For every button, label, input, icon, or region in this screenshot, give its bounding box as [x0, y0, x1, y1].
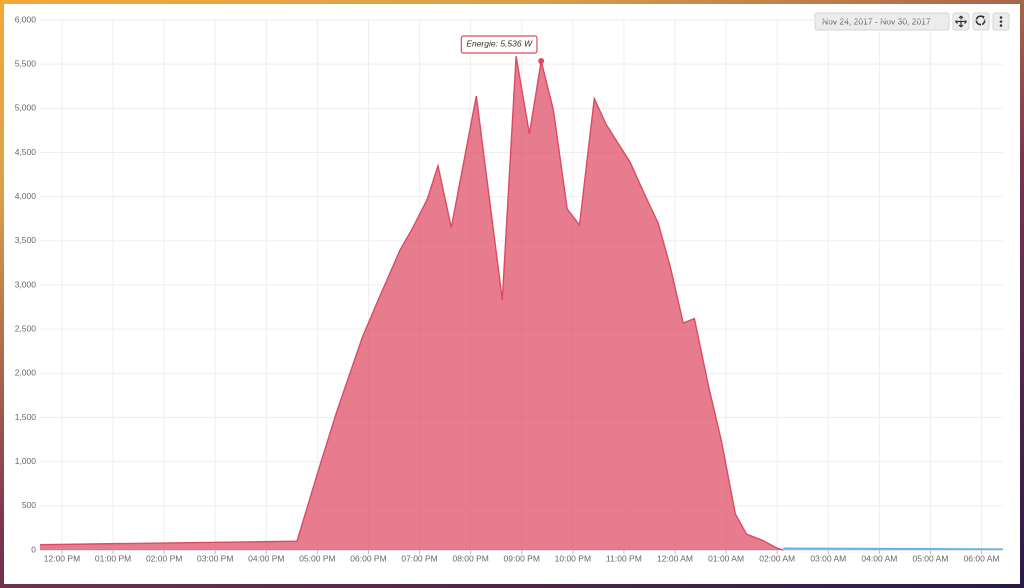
- x-tick-label: 01:00 AM: [708, 553, 744, 563]
- y-tick-label: 4,000: [15, 191, 37, 201]
- y-tick-label: 5,500: [15, 58, 37, 68]
- y-tick-label: 1,500: [15, 412, 37, 422]
- tooltip: Energie: 5,536 W: [460, 35, 538, 54]
- y-tick-label: 4,500: [15, 147, 37, 157]
- x-tick-label: 09:00 PM: [504, 553, 540, 563]
- y-tick-label: 500: [22, 500, 36, 510]
- x-tick-label: 02:00 AM: [759, 553, 795, 563]
- y-tick-label: 2,000: [15, 368, 37, 378]
- menu-dot: [999, 20, 1003, 23]
- x-tick-label: 03:00 AM: [810, 553, 846, 563]
- x-tick-label: 05:00 PM: [299, 553, 335, 563]
- x-tick-label: 12:00 PM: [44, 553, 80, 563]
- area: [40, 56, 784, 550]
- y-tick-label: 5,000: [15, 103, 37, 113]
- y-tick-label: 3,500: [15, 235, 37, 245]
- y-tick-label: 2,500: [15, 323, 37, 333]
- refresh-icon: [975, 15, 986, 26]
- menu-dot: [999, 16, 1003, 19]
- highlight-point: [538, 57, 545, 64]
- y-tick-label: 0: [31, 544, 36, 554]
- line: [39, 56, 784, 551]
- date-range-box[interactable]: [814, 12, 950, 31]
- date-range: Nov 24, 2017 - Nov 30, 2017: [822, 16, 931, 26]
- x-tick-label: 08:00 PM: [452, 553, 488, 563]
- x-tick-label: 12:00 AM: [657, 553, 693, 563]
- y-tick-label: 1,000: [15, 456, 37, 466]
- x-tick-label: 03:00 PM: [197, 553, 233, 563]
- x-tick-label: 02:00 PM: [146, 553, 182, 563]
- x-tick-label: 06:00 AM: [964, 553, 1000, 563]
- y-tick-label: 3,000: [15, 279, 37, 289]
- toolbar: Nov 24, 2017 - Nov 30, 2017: [814, 12, 1010, 31]
- x-tick-label: 05:00 AM: [912, 553, 948, 563]
- refresh-arrow: [981, 15, 985, 19]
- menu-dot: [999, 24, 1003, 27]
- x-tick-label: 01:00 PM: [95, 553, 131, 563]
- x-tick-label: 04:00 AM: [861, 553, 897, 563]
- x-tick-label: 10:00 PM: [555, 553, 591, 563]
- line: [783, 547, 1004, 550]
- x-tick-label: 04:00 PM: [248, 553, 284, 563]
- x-tick-label: 07:00 PM: [401, 553, 437, 563]
- tooltip-box: [460, 35, 538, 54]
- x-tick-label: 11:00 PM: [606, 553, 642, 563]
- y-tick-label: 6,000: [15, 14, 37, 24]
- x-tick-label: 06:00 PM: [350, 553, 386, 563]
- tooltip-text: Energie: 5,536 W: [466, 39, 533, 49]
